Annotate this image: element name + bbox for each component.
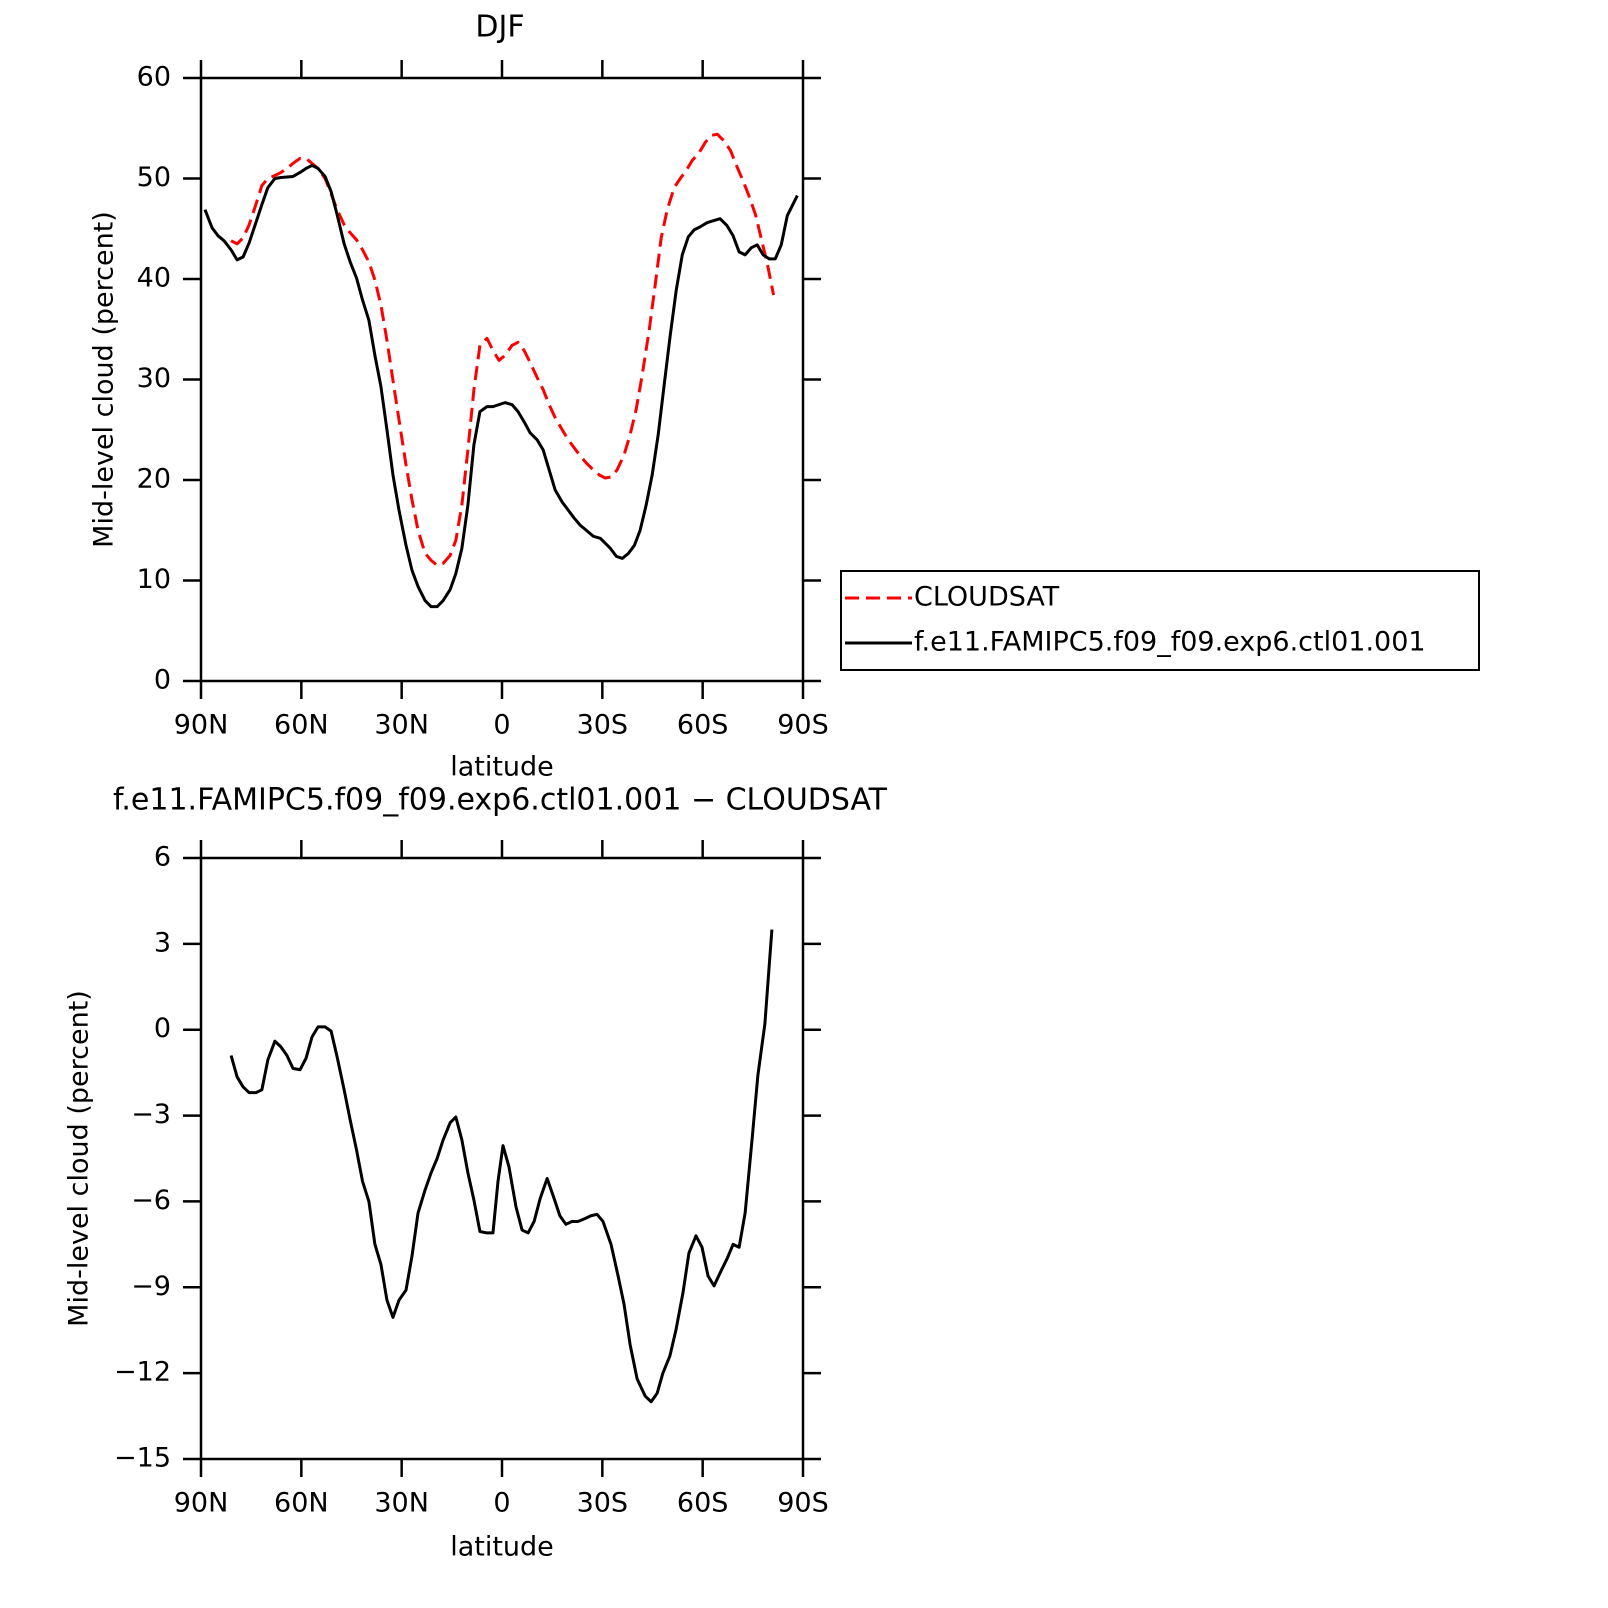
y-tick-label: 50 bbox=[137, 162, 171, 193]
x-tick-label: 60S bbox=[677, 1488, 729, 1519]
legend-label: f.e11.FAMIPC5.f09_f09.exp6.ctl01.001 bbox=[914, 627, 1426, 658]
x-tick-label: 0 bbox=[493, 710, 510, 741]
chart-title: DJF bbox=[475, 10, 524, 45]
y-axis-label: Mid-level cloud (percent) bbox=[64, 990, 95, 1327]
data-line bbox=[230, 132, 776, 567]
data-line bbox=[229, 929, 774, 1404]
y-tick-label: 10 bbox=[137, 564, 171, 595]
x-axis-label: latitude bbox=[450, 1532, 554, 1563]
x-tick-label: 90S bbox=[777, 710, 829, 741]
x-tick-label: 60N bbox=[274, 710, 329, 741]
data-line bbox=[203, 163, 799, 609]
y-tick-label: −3 bbox=[131, 1099, 171, 1130]
x-tick-label: 60S bbox=[677, 710, 729, 741]
legend-label: CLOUDSAT bbox=[914, 582, 1060, 613]
y-tick-label: 0 bbox=[154, 665, 171, 696]
y-tick-label: −6 bbox=[131, 1185, 171, 1216]
y-tick-label: −9 bbox=[131, 1271, 171, 1302]
y-tick-label: 20 bbox=[137, 464, 171, 495]
y-tick-label: 60 bbox=[137, 62, 171, 93]
chart-title: f.e11.FAMIPC5.f09_f09.exp6.ctl01.001 − C… bbox=[113, 783, 888, 818]
y-tick-label: 30 bbox=[137, 363, 171, 394]
x-tick-label: 90S bbox=[777, 1488, 829, 1519]
plot-frame bbox=[199, 76, 805, 683]
x-tick-label: 30N bbox=[374, 1488, 429, 1519]
y-tick-label: 40 bbox=[137, 263, 171, 294]
y-axis-label: Mid-level cloud (percent) bbox=[89, 211, 120, 548]
y-tick-label: −15 bbox=[114, 1443, 171, 1474]
plot-frame bbox=[199, 856, 805, 1461]
x-tick-label: 0 bbox=[493, 1488, 510, 1519]
x-tick-label: 90N bbox=[174, 1488, 229, 1519]
x-axis-label: latitude bbox=[450, 752, 554, 783]
x-tick-label: 30N bbox=[374, 710, 429, 741]
x-tick-label: 30S bbox=[577, 710, 629, 741]
x-tick-label: 90N bbox=[174, 710, 229, 741]
y-tick-label: 3 bbox=[154, 927, 171, 958]
y-tick-label: −12 bbox=[114, 1357, 171, 1388]
x-tick-label: 60N bbox=[274, 1488, 329, 1519]
legend-box bbox=[840, 570, 1480, 671]
y-tick-label: 6 bbox=[154, 842, 171, 873]
x-tick-label: 30S bbox=[577, 1488, 629, 1519]
y-tick-label: 0 bbox=[154, 1013, 171, 1044]
